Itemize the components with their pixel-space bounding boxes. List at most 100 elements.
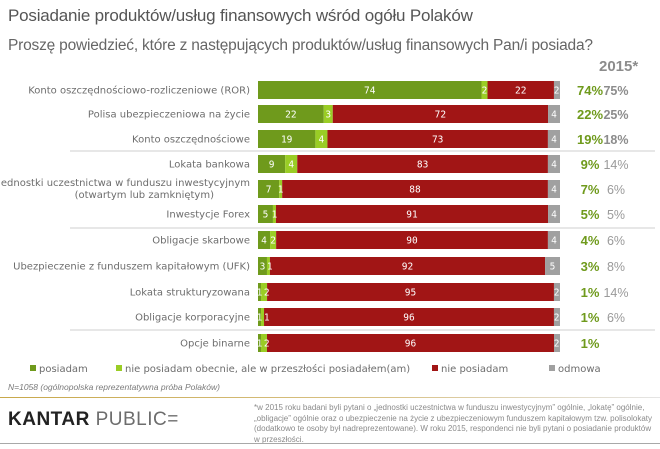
bar-value-label: 2 <box>264 288 270 299</box>
comparison-year-header: 2015* <box>599 58 639 75</box>
legend-item-nie-posiadam: nie posiadam <box>432 364 508 375</box>
bar-segment-3 <box>547 130 560 148</box>
bar-value-label: 22 <box>515 86 526 97</box>
bar-segment-3 <box>548 205 560 223</box>
bar-value-label: 2 <box>554 313 560 324</box>
bar-value-label: 4 <box>551 185 557 196</box>
bar-label-layer: 74 2 22 222 3 72 419 4 73 49 4 83 47 1 88 45 1 91 44 2 90 43 1… <box>257 86 560 350</box>
category-label: Lokata strukturyzowana <box>130 288 250 299</box>
bar-segment-1 <box>323 105 333 123</box>
bar-value-label: 5 <box>550 262 556 273</box>
kantar-public-logo: KANTAR PUBLIC= <box>8 409 179 431</box>
summary-current-value: 4% <box>581 233 600 248</box>
bar-segment-3 <box>548 105 560 123</box>
bar-value-label: 88 <box>409 185 421 196</box>
bar-segment-1 <box>285 155 298 173</box>
legend-label: posiadam <box>39 364 88 375</box>
bar-segment-2 <box>282 180 548 198</box>
bar-segment-0 <box>258 105 324 123</box>
bar-segment-0 <box>258 205 273 223</box>
summary-current-value: 3% <box>581 259 600 274</box>
category-label: Ubezpieczenie z funduszem kapitałowym (U… <box>13 262 250 273</box>
summary-2015-value: 75% <box>603 84 628 98</box>
legend-swatch-icon <box>30 365 36 371</box>
bar-value-label: 22 <box>285 110 296 121</box>
bar-layer <box>258 81 560 352</box>
summary-current-value: 74% <box>577 83 603 98</box>
footer-bottom-divider <box>0 443 660 444</box>
bar-segment-2 <box>332 105 549 123</box>
bar-value-label: 91 <box>406 210 418 221</box>
bar-value-label: 3 <box>325 110 331 121</box>
bar-segment-0 <box>258 283 262 301</box>
legend-label: odmowa <box>558 364 601 375</box>
bar-value-label: 4 <box>319 135 325 146</box>
legend-label: nie posiadam <box>441 364 509 375</box>
bar-value-label: 2 <box>270 236 276 247</box>
page-title: Posiadanie produktów/usług finansowych w… <box>8 6 473 25</box>
bar-segment-0 <box>258 81 482 99</box>
bar-value-label: 1 <box>272 210 278 221</box>
legend-item-posiadalem: nie posiadam obecnie, ale w przeszłości … <box>116 364 410 375</box>
summary-2015-value: 8% <box>607 260 625 274</box>
category-label-line: (otwartym lub zamkniętym) <box>75 190 215 201</box>
bar-segment-2 <box>276 231 548 249</box>
summary-current-value: 5% <box>581 207 600 222</box>
bar-segment-2 <box>266 334 555 352</box>
bar-segment-0 <box>258 180 280 198</box>
summary-current-value: 1% <box>581 310 600 325</box>
chart-subtitle: Proszę powiedzieć, które z następujących… <box>8 37 593 54</box>
bar-value-label: 92 <box>402 262 413 273</box>
bar-segment-3 <box>553 283 560 301</box>
bar-segment-1 <box>266 257 270 275</box>
bar-value-label: 2 <box>554 288 560 299</box>
summary-current-value: 9% <box>581 157 600 172</box>
footnote: *w 2015 roku badani byli pytani o „jedno… <box>254 403 652 444</box>
summary-current-value: 1% <box>581 336 600 351</box>
summary-current-value: 7% <box>581 182 600 197</box>
bar-segment-2 <box>275 205 549 223</box>
bar-value-label: 2 <box>482 86 488 97</box>
bar-value-label: 83 <box>417 160 428 171</box>
bar-segment-3 <box>554 334 560 352</box>
legend-label: nie posiadam obecnie, ale w przeszłości … <box>125 364 411 375</box>
category-label: Polisa ubezpieczeniowa na życie <box>88 110 250 121</box>
bar-segment-3 <box>553 81 560 99</box>
bar-segment-1 <box>481 81 488 99</box>
bar-segment-3 <box>547 155 560 173</box>
summary-current-value: 22% <box>577 107 603 122</box>
footer-divider <box>0 397 660 398</box>
bar-segment-2 <box>264 308 554 326</box>
chart-legend: posiadam nie posiadam obecnie, ale w prz… <box>0 364 660 378</box>
bar-value-label: 4 <box>551 210 557 221</box>
bar-segment-3 <box>547 180 560 198</box>
bar-value-label: 96 <box>403 313 415 324</box>
category-label: Lokata bankowa <box>169 160 250 171</box>
bar-value-label: 95 <box>405 288 416 299</box>
bar-segment-2 <box>327 130 548 148</box>
bar-value-label: 2 <box>264 339 270 350</box>
bar-value-label: 4 <box>551 135 557 146</box>
bar-value-label: 73 <box>432 135 443 146</box>
bar-value-label: 72 <box>435 110 446 121</box>
category-label: Obligacje skarbowe <box>152 236 250 247</box>
bar-segment-1 <box>315 130 328 148</box>
bar-segment-3 <box>547 231 560 249</box>
category-label: Jednostki uczestnictwa w funduszu inwest… <box>0 178 250 201</box>
bar-value-label: 1 <box>257 339 263 350</box>
bar-segment-2 <box>487 81 554 99</box>
bar-value-label: 7 <box>266 185 272 196</box>
bar-value-label: 19 <box>281 135 293 146</box>
bar-value-label: 5 <box>263 210 269 221</box>
summary-2015-value: 6% <box>607 183 625 197</box>
summary-2015-value: 25% <box>603 108 628 122</box>
bar-value-label: 96 <box>405 339 417 350</box>
category-label: Inwestycje Forex <box>166 210 250 221</box>
bar-value-label: 4 <box>551 236 557 247</box>
category-label: Konto oszczędnościowo-rozliczeniowe (ROR… <box>28 85 250 97</box>
summary-2015-value: 14% <box>603 158 628 172</box>
summary-2015-value: 6% <box>607 234 625 248</box>
bar-segment-0 <box>258 231 271 249</box>
bar-segment-1 <box>272 205 276 223</box>
bar-value-label: 9 <box>269 160 275 171</box>
